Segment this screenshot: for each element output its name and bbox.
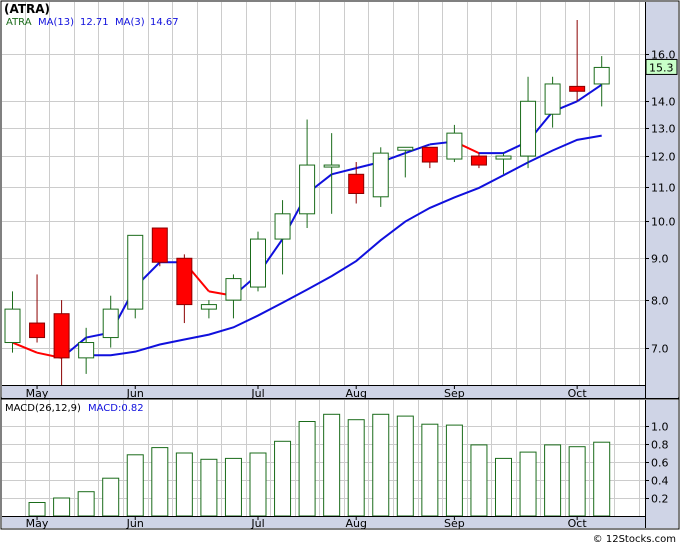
macd-bar [593, 441, 611, 517]
macd-bar [421, 423, 439, 517]
candle-body [446, 132, 463, 160]
candle-body [250, 238, 266, 288]
macd-bar [445, 424, 463, 517]
legend-ma13-value: 12.71 [80, 17, 109, 28]
y-tick-label: 13.0 [651, 123, 676, 136]
macd-bar [53, 497, 71, 517]
macd-bar [495, 457, 512, 517]
macd-bar [175, 452, 193, 517]
x-tick-label: Jun [126, 517, 144, 530]
y-tick-label: 0.8 [651, 439, 669, 452]
candle-body [225, 278, 242, 301]
ma3-segment [331, 167, 357, 176]
y-tick-label: 0.4 [651, 475, 669, 488]
candle-body [127, 234, 144, 310]
macd-bar [77, 491, 95, 517]
ma3-segment [404, 143, 431, 155]
x-tick-label: Jul [250, 387, 264, 400]
macd-bar [126, 454, 144, 517]
macd-bar [249, 452, 267, 517]
macd-bar [372, 413, 390, 517]
candle-body [520, 100, 537, 157]
price-xaxis-bg [2, 385, 645, 398]
x-tick-label: Aug [345, 517, 366, 530]
macd-bar [28, 502, 46, 517]
candle-body [348, 173, 365, 194]
y-tick-label: 10.0 [651, 216, 676, 229]
macd-bar [224, 457, 242, 517]
candle-body [397, 146, 414, 151]
candle-body [176, 257, 193, 306]
macd-bar [323, 413, 341, 517]
legend-ma3-value: 14.67 [150, 17, 179, 28]
macd-yaxis-bg [645, 400, 678, 528]
legend-ma13-label: MA(13) [38, 17, 74, 28]
candle-body [372, 152, 389, 198]
candle-body [299, 164, 316, 215]
candle-body [495, 155, 512, 160]
macd-bar [544, 444, 562, 517]
candle-body [569, 85, 586, 92]
macd-bar [200, 458, 218, 517]
candle-body [4, 308, 21, 344]
candle-body [544, 83, 561, 115]
candle-body [323, 164, 340, 168]
macd-bar [568, 446, 586, 517]
legend-ma3-label: MA(3) [115, 17, 145, 28]
candle-body [470, 155, 487, 166]
ma3-segment [12, 341, 38, 354]
macd-bar [298, 421, 316, 517]
candle-body [593, 66, 610, 85]
y-tick-label: 16.0 [651, 49, 676, 62]
candle-body [200, 304, 217, 310]
y-tick-label: 14.0 [651, 96, 676, 109]
last-price-box [645, 58, 678, 75]
macd-xaxis-bg [2, 516, 645, 528]
y-tick-label: 0.2 [651, 493, 669, 506]
ma13-line [86, 134, 602, 357]
x-tick-label: Jun [126, 387, 144, 400]
candle-body [102, 308, 119, 339]
macd-bar [396, 415, 414, 517]
macd-bar [151, 447, 169, 517]
x-tick-label: May [26, 387, 49, 400]
y-tick-label: 11.0 [651, 182, 676, 195]
candle-body [274, 213, 291, 240]
macd-bar [347, 419, 365, 517]
macd-bar [274, 440, 292, 517]
x-tick-label: Sep [444, 387, 465, 400]
macd-label: MACD(26,12,9) [5, 403, 81, 414]
x-tick-label: Aug [345, 387, 366, 400]
macd-value-label: MACD:0.82 [88, 403, 144, 414]
x-tick-label: Oct [568, 517, 588, 530]
candle-body [29, 322, 46, 339]
candle-body [78, 342, 95, 359]
macd-bar [470, 444, 488, 517]
macd-bar [102, 477, 120, 517]
ma3-segment [576, 83, 603, 103]
y-tick-label: 1.0 [651, 421, 669, 434]
x-tick-label: Oct [568, 387, 588, 400]
last-price-label: 15.3 [649, 61, 674, 74]
y-tick-label: 0.6 [651, 457, 669, 470]
candle-body [151, 227, 168, 263]
watermark: © 12Stocks.com [593, 534, 676, 545]
ticker-title: (ATRA) [4, 2, 50, 16]
x-tick-label: Sep [444, 517, 465, 530]
candle-body [421, 146, 438, 163]
candle-body [53, 313, 70, 359]
y-tick-label: 7.0 [651, 343, 669, 356]
y-tick-label: 12.0 [651, 151, 676, 164]
x-tick-label: May [26, 517, 49, 530]
y-tick-label: 8.0 [651, 295, 669, 308]
macd-bar [519, 451, 537, 517]
legend-symbol: ATRA [6, 17, 32, 28]
y-tick-label: 9.0 [651, 253, 669, 266]
x-tick-label: Jul [250, 517, 264, 530]
